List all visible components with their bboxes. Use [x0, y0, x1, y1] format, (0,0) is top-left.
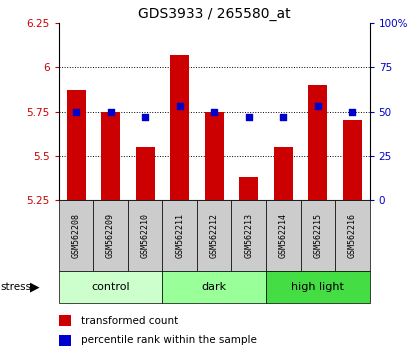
Bar — [197, 200, 231, 271]
Text: GSM562216: GSM562216 — [348, 213, 357, 258]
Bar — [59, 200, 93, 271]
Text: percentile rank within the sample: percentile rank within the sample — [81, 335, 257, 346]
Bar — [66, 90, 86, 200]
Text: GSM562209: GSM562209 — [106, 213, 115, 258]
Text: ▶: ▶ — [30, 280, 39, 293]
Bar — [239, 177, 258, 200]
Text: dark: dark — [202, 282, 227, 292]
Text: GSM562215: GSM562215 — [313, 213, 322, 258]
Bar — [163, 200, 197, 271]
Bar — [266, 271, 370, 303]
Text: transformed count: transformed count — [81, 316, 178, 326]
Bar — [335, 200, 370, 271]
Bar — [59, 335, 71, 346]
Text: stress: stress — [0, 282, 32, 292]
Text: GSM562213: GSM562213 — [244, 213, 253, 258]
Bar — [170, 55, 189, 200]
Point — [176, 103, 183, 109]
Text: GSM562212: GSM562212 — [210, 213, 219, 258]
Bar — [301, 200, 335, 271]
Point — [280, 114, 286, 120]
Bar — [163, 271, 266, 303]
Text: GSM562208: GSM562208 — [71, 213, 81, 258]
Bar — [274, 147, 293, 200]
Point — [107, 109, 114, 114]
Text: GSM562210: GSM562210 — [141, 213, 150, 258]
Bar — [136, 147, 155, 200]
Text: high light: high light — [291, 282, 344, 292]
Bar — [343, 120, 362, 200]
Text: GSM562211: GSM562211 — [175, 213, 184, 258]
Point — [315, 103, 321, 109]
Point — [211, 109, 218, 114]
Text: control: control — [91, 282, 130, 292]
Bar — [93, 200, 128, 271]
Bar — [205, 112, 224, 200]
Bar — [231, 200, 266, 271]
Bar — [59, 315, 71, 326]
Text: GSM562214: GSM562214 — [279, 213, 288, 258]
Bar — [128, 200, 163, 271]
Point — [142, 114, 149, 120]
Bar — [101, 112, 120, 200]
Point — [245, 114, 252, 120]
Point — [349, 109, 356, 114]
Title: GDS3933 / 265580_at: GDS3933 / 265580_at — [138, 7, 291, 21]
Bar — [59, 271, 163, 303]
Bar — [308, 85, 327, 200]
Point — [73, 109, 79, 114]
Bar — [266, 200, 301, 271]
